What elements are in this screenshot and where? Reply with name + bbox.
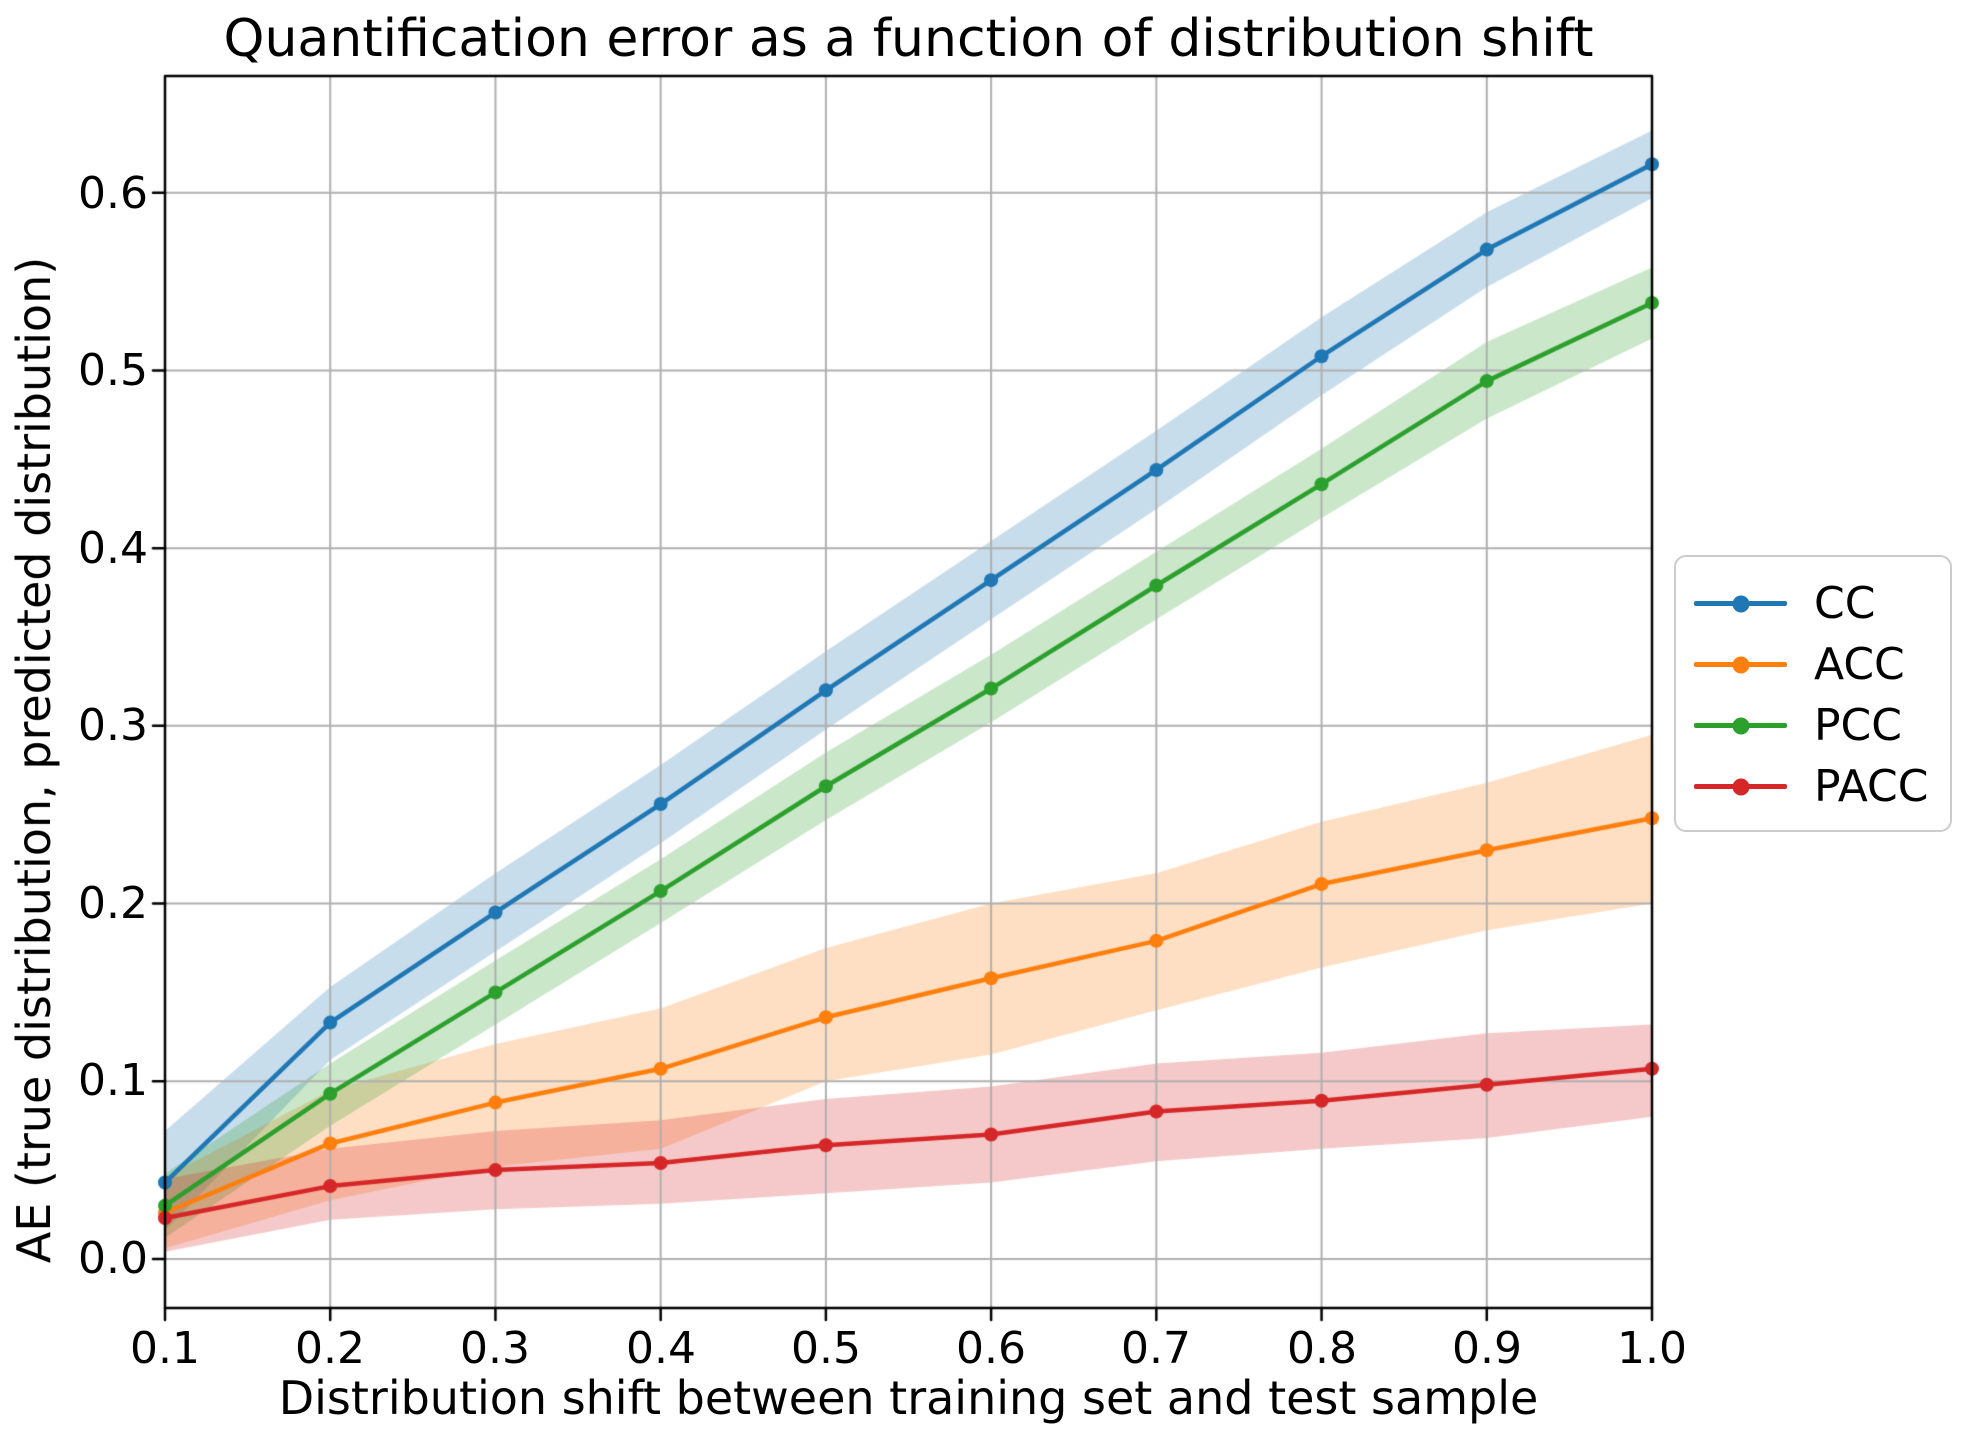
legend-line-sample-acc	[1694, 656, 1787, 673]
x-tick-label: 0.3	[460, 1323, 530, 1374]
legend-line-sample-pacc	[1694, 778, 1787, 795]
legend-line-sample-pcc	[1694, 717, 1787, 734]
chart-title: Quantification error as a function of di…	[223, 9, 1594, 69]
x-axis-label: Distribution shift between training set …	[278, 1371, 1539, 1425]
x-tick-label: 0.7	[1121, 1323, 1191, 1374]
legend-dot-cc	[1732, 595, 1749, 612]
legend-line-sample-cc	[1694, 595, 1787, 612]
legend-label-pcc: PCC	[1814, 699, 1902, 751]
x-tick-label: 0.2	[295, 1323, 365, 1374]
y-tick-label: 0.4	[78, 523, 148, 574]
legend-entry-cc: CC	[1694, 573, 1950, 634]
x-tick-label: 0.6	[956, 1323, 1026, 1374]
y-tick-label: 0.6	[78, 168, 148, 219]
y-tick-label: 0.0	[78, 1233, 148, 1284]
legend-label-pacc: PACC	[1814, 760, 1929, 812]
y-tick-label: 0.5	[78, 345, 148, 396]
legend-label-acc: ACC	[1814, 638, 1905, 690]
y-tick-label: 0.2	[78, 878, 148, 929]
legend-entry-pcc: PCC	[1694, 695, 1950, 756]
x-tick-label: 0.1	[130, 1323, 200, 1374]
x-tick-label: 0.9	[1452, 1323, 1522, 1374]
legend-entry-acc: ACC	[1694, 634, 1950, 695]
legend-dot-acc	[1732, 656, 1749, 673]
legend-entry-pacc: PACC	[1694, 756, 1950, 817]
y-tick-label: 0.3	[78, 700, 148, 751]
legend: CC ACC PCC PACC	[1674, 555, 1952, 832]
legend-dot-pcc	[1732, 717, 1749, 734]
x-tick-label: 0.5	[791, 1323, 861, 1374]
y-axis-label: AE (true distribution, predicted distrib…	[7, 256, 61, 1264]
y-tick-label: 0.1	[78, 1055, 148, 1106]
x-tick-label: 0.4	[626, 1323, 696, 1374]
legend-label-cc: CC	[1814, 577, 1876, 629]
x-tick-label: 1.0	[1617, 1323, 1687, 1374]
x-tick-label: 0.8	[1287, 1323, 1357, 1374]
legend-dot-pacc	[1732, 778, 1749, 795]
